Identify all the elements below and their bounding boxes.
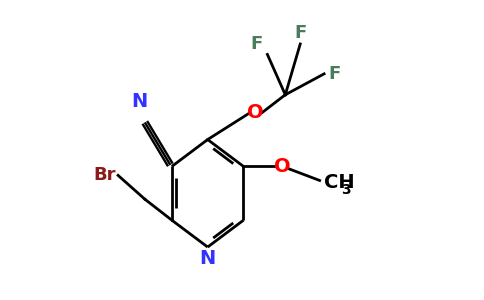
Text: CH: CH	[324, 173, 355, 192]
Text: 3: 3	[341, 183, 350, 197]
Text: N: N	[199, 249, 216, 268]
Text: F: F	[329, 65, 341, 83]
Text: F: F	[251, 35, 263, 53]
Text: Br: Br	[93, 167, 116, 184]
Text: O: O	[274, 157, 290, 176]
Text: F: F	[294, 25, 306, 43]
Text: O: O	[247, 103, 264, 122]
Text: N: N	[131, 92, 147, 111]
